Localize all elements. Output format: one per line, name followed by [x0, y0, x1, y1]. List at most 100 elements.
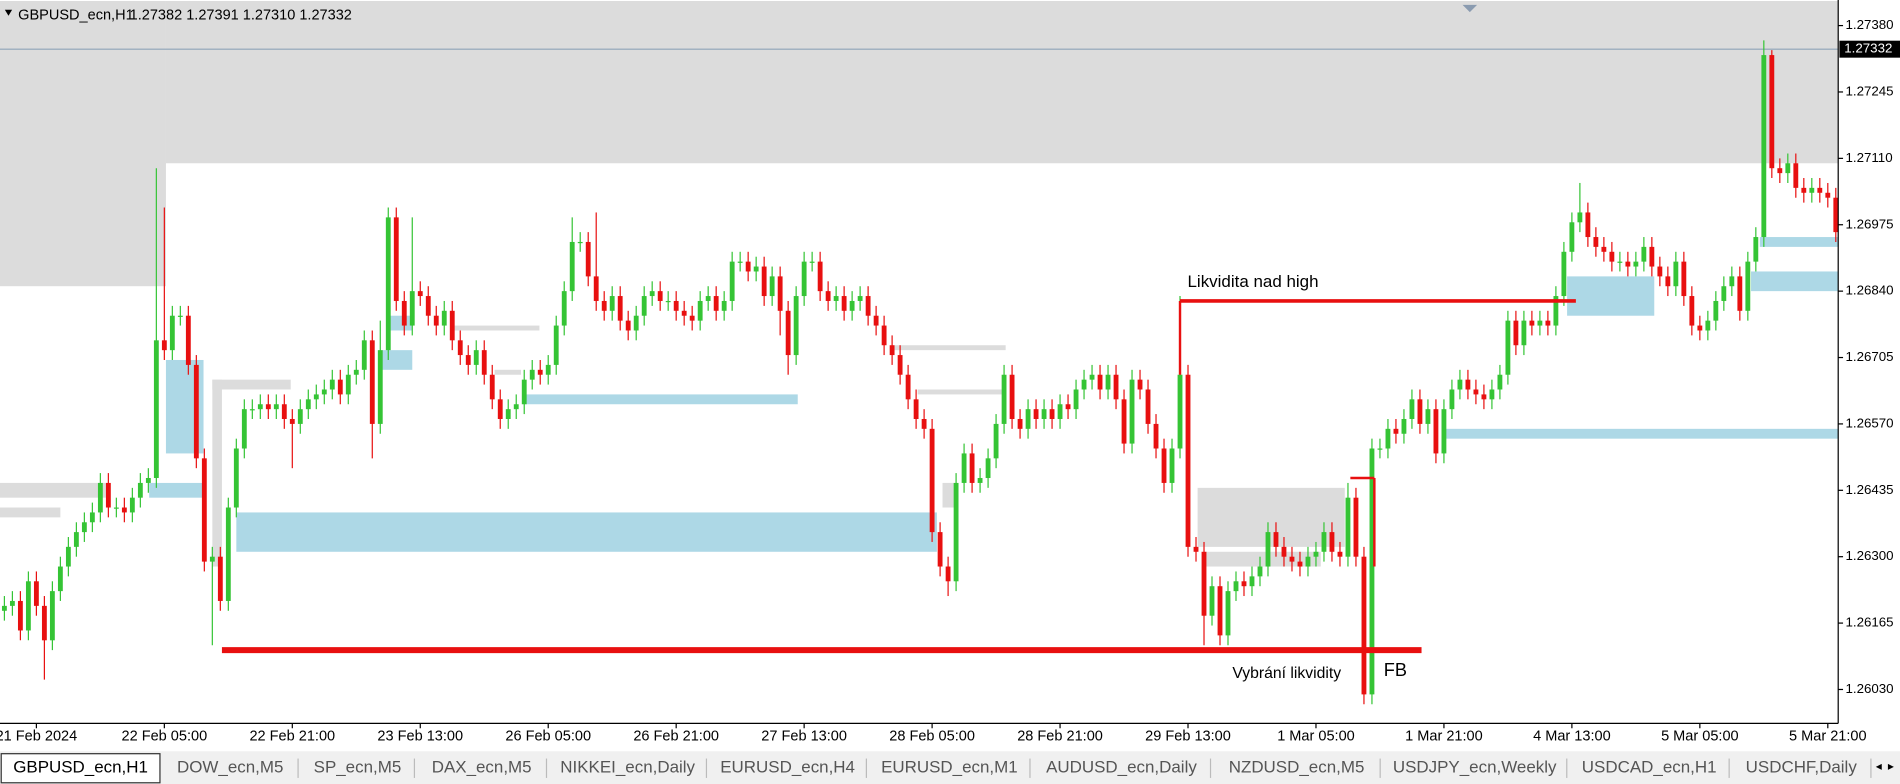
candle-body [121, 507, 127, 513]
candle-body [801, 261, 807, 297]
candle-body [369, 340, 375, 424]
tab[interactable]: USDCAD_ecn,H1 [1569, 756, 1730, 782]
candle-body [1169, 448, 1175, 483]
candle-body [689, 315, 695, 321]
tab-background[interactable] [300, 756, 415, 782]
x-tick-label: 27 Feb 13:00 [761, 729, 847, 745]
candle-body [737, 261, 743, 263]
tab-background[interactable] [1382, 756, 1567, 782]
tab-label[interactable]: USDJPY_ecn,Weekly [1393, 758, 1557, 777]
candle-body [1833, 197, 1839, 233]
candle-body [1697, 325, 1703, 331]
tab-scroll-left[interactable]: ◂ [1876, 759, 1882, 773]
candle-body [953, 482, 959, 582]
tab[interactable]: GBPUSD_ecn,H1 [0, 753, 161, 784]
candle-body [1425, 409, 1431, 424]
tab[interactable]: SP_ecn,M5 [300, 756, 416, 782]
candle-body [257, 404, 263, 410]
tab-label[interactable]: USDCAD_ecn,H1 [1582, 758, 1717, 777]
x-tick-label: 4 Mar 13:00 [1533, 729, 1611, 745]
tab[interactable]: USDJPY_ecn,Weekly [1382, 756, 1568, 782]
tab-label[interactable]: EURUSD_ecn,H4 [720, 758, 855, 777]
candle-body [1201, 551, 1207, 616]
candle-body [209, 556, 215, 562]
candle-body [57, 566, 63, 592]
tab-label[interactable]: GBPUSD_ecn,H1 [13, 758, 148, 777]
candle-body [457, 340, 463, 356]
tab[interactable]: NZDUSD_ecn,M5 [1212, 756, 1381, 782]
tab-background[interactable] [162, 756, 299, 782]
tab-scroll-right[interactable]: ▸ [1888, 759, 1894, 773]
tab-label[interactable]: AUDUSD_ecn,Daily [1046, 758, 1197, 777]
candle-body [81, 522, 87, 533]
tab-background[interactable] [0, 753, 161, 784]
tab-background[interactable] [548, 756, 707, 782]
tab-background[interactable] [1731, 756, 1871, 782]
candle-body [25, 581, 31, 631]
candle-body [1, 605, 7, 611]
candle-body [1449, 389, 1455, 410]
candle-body [1561, 251, 1567, 297]
x-tick-label: 22 Feb 21:00 [249, 729, 335, 745]
tab-background[interactable] [416, 756, 547, 782]
candle-body [1745, 261, 1751, 311]
tab-background[interactable] [708, 756, 867, 782]
candle-body [41, 605, 47, 641]
candle-body [377, 350, 383, 424]
candle-body [577, 241, 583, 244]
tab[interactable]: EURUSD_ecn,M1 [868, 756, 1031, 782]
x-tick-label: 5 Mar 05:00 [1661, 729, 1739, 745]
candle-body [1009, 374, 1015, 419]
candle-body [1361, 556, 1367, 695]
candle-body [1257, 566, 1263, 577]
candle-body [977, 478, 983, 483]
candle-body [1625, 261, 1631, 267]
candle-body [385, 217, 391, 351]
tab[interactable]: DOW_ecn,M5 [162, 756, 299, 782]
tab-label[interactable]: DOW_ecn,M5 [177, 758, 283, 777]
tab-background[interactable] [868, 756, 1030, 782]
candle-body [505, 409, 511, 419]
candle-body [1441, 409, 1447, 454]
tab-background[interactable] [1569, 756, 1730, 782]
candle-body [1497, 374, 1503, 390]
tab[interactable]: NIKKEI_ecn,Daily [548, 756, 708, 782]
tab-label[interactable]: DAX_ecn,M5 [432, 758, 532, 777]
tab[interactable]: USDCHF,Daily [1731, 756, 1872, 782]
candle-body [65, 546, 71, 567]
tab-label[interactable]: NIKKEI_ecn,Daily [560, 758, 695, 777]
x-tick-label: 5 Mar 21:00 [1789, 729, 1867, 745]
candle-body [593, 276, 599, 301]
x-tick-label: 22 Feb 05:00 [122, 729, 208, 745]
tab-background[interactable] [1212, 756, 1381, 782]
candle-body [417, 291, 423, 297]
candle-body [273, 404, 279, 410]
tab-label[interactable]: NZDUSD_ecn,M5 [1229, 758, 1365, 777]
candle-body [1825, 192, 1831, 198]
tab[interactable]: DAX_ecn,M5 [416, 756, 548, 782]
candle-body [281, 404, 287, 419]
candle-body [921, 418, 927, 429]
candle-body [497, 399, 503, 419]
plot-area [0, 0, 1839, 705]
tab-label[interactable]: SP_ecn,M5 [314, 758, 402, 777]
candle-body [961, 453, 967, 483]
candle-body [841, 296, 847, 311]
tab[interactable]: AUDUSD_ecn,Daily [1032, 756, 1212, 782]
tab[interactable]: EURUSD_ecn,H4 [708, 756, 867, 782]
candle-body [1753, 237, 1759, 262]
candle-body [1377, 448, 1383, 450]
candle-body [1057, 404, 1063, 419]
candle-body [929, 428, 935, 533]
candle-body [1393, 428, 1399, 434]
candle-body [817, 261, 823, 292]
candle-body [217, 556, 223, 601]
candle-body [1281, 546, 1287, 557]
tab-background[interactable] [1032, 756, 1211, 782]
candle-body [1153, 423, 1159, 449]
candle-body [481, 350, 487, 375]
candle-body [425, 296, 431, 316]
tab-label[interactable]: USDCHF,Daily [1746, 758, 1858, 777]
tab-label[interactable]: EURUSD_ecn,M1 [881, 758, 1018, 777]
